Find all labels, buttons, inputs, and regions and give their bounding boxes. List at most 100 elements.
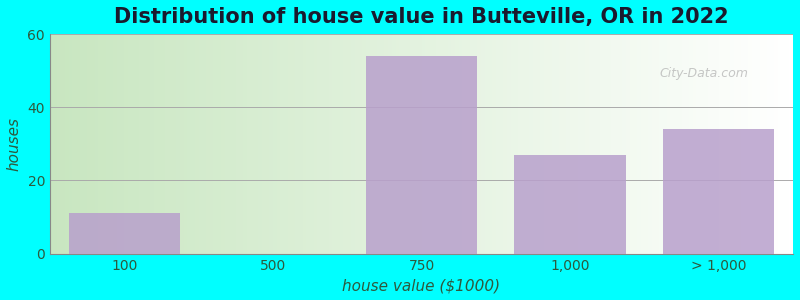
Bar	[715, 34, 718, 254]
Bar	[708, 34, 711, 254]
Bar	[243, 34, 247, 254]
Bar	[314, 34, 318, 254]
Bar	[58, 34, 61, 254]
Bar	[659, 34, 663, 254]
Bar	[221, 34, 225, 254]
Bar	[548, 34, 551, 254]
Bar	[54, 34, 58, 254]
Bar	[614, 34, 618, 254]
Bar	[91, 34, 94, 254]
Bar	[418, 34, 422, 254]
Bar	[518, 34, 522, 254]
Bar	[514, 34, 518, 254]
Bar	[596, 34, 600, 254]
Bar	[162, 34, 165, 254]
Bar	[663, 129, 774, 254]
Bar	[652, 34, 655, 254]
Bar	[295, 34, 299, 254]
Bar	[555, 34, 559, 254]
Bar	[492, 34, 496, 254]
Bar	[135, 34, 139, 254]
Bar	[410, 34, 414, 254]
Bar	[722, 34, 726, 254]
Bar	[384, 34, 388, 254]
Bar	[250, 34, 254, 254]
Bar	[50, 34, 54, 254]
Bar	[603, 34, 607, 254]
Bar	[228, 34, 232, 254]
Bar	[607, 34, 611, 254]
Bar	[395, 34, 399, 254]
Bar	[366, 56, 478, 253]
Bar	[770, 34, 774, 254]
Bar	[381, 34, 384, 254]
Bar	[262, 34, 266, 254]
Bar	[195, 34, 198, 254]
Bar	[310, 34, 314, 254]
Bar	[637, 34, 641, 254]
Bar	[582, 34, 585, 254]
Bar	[258, 34, 262, 254]
Bar	[530, 34, 533, 254]
Bar	[87, 34, 91, 254]
Bar	[354, 34, 358, 254]
Bar	[645, 34, 648, 254]
Bar	[541, 34, 544, 254]
Bar	[697, 34, 700, 254]
Bar	[507, 34, 510, 254]
Bar	[340, 34, 343, 254]
Bar	[600, 34, 603, 254]
Bar	[332, 34, 336, 254]
Bar	[176, 34, 180, 254]
Bar	[403, 34, 406, 254]
Bar	[741, 34, 745, 254]
Bar	[478, 34, 481, 254]
Bar	[551, 34, 555, 254]
Bar	[760, 34, 763, 254]
Bar	[325, 34, 329, 254]
Bar	[700, 34, 704, 254]
Bar	[648, 34, 652, 254]
Bar	[406, 34, 410, 254]
Bar	[366, 34, 370, 254]
Y-axis label: houses: houses	[7, 117, 22, 171]
Bar	[128, 34, 132, 254]
Bar	[433, 34, 436, 254]
Bar	[69, 34, 72, 254]
Bar	[458, 34, 462, 254]
Bar	[106, 34, 110, 254]
Bar	[574, 34, 578, 254]
Bar	[485, 34, 488, 254]
Bar	[767, 34, 770, 254]
Bar	[749, 34, 752, 254]
Bar	[730, 34, 734, 254]
Bar	[655, 34, 659, 254]
Bar	[790, 34, 793, 254]
Bar	[514, 155, 626, 254]
Bar	[113, 34, 117, 254]
Bar	[76, 34, 80, 254]
Bar	[734, 34, 738, 254]
Bar	[269, 34, 273, 254]
Bar	[622, 34, 626, 254]
Bar	[726, 34, 730, 254]
Bar	[436, 34, 440, 254]
Bar	[72, 34, 76, 254]
Bar	[488, 34, 492, 254]
Bar	[61, 34, 65, 254]
Bar	[336, 34, 340, 254]
Bar	[678, 34, 682, 254]
Bar	[288, 34, 291, 254]
Bar	[169, 34, 173, 254]
Bar	[154, 34, 158, 254]
Bar	[132, 34, 135, 254]
Bar	[426, 34, 429, 254]
Bar	[351, 34, 354, 254]
Bar	[273, 34, 277, 254]
Bar	[329, 34, 332, 254]
Bar	[392, 34, 395, 254]
Bar	[455, 34, 458, 254]
Bar	[470, 34, 474, 254]
Bar	[124, 34, 128, 254]
Bar	[121, 34, 124, 254]
